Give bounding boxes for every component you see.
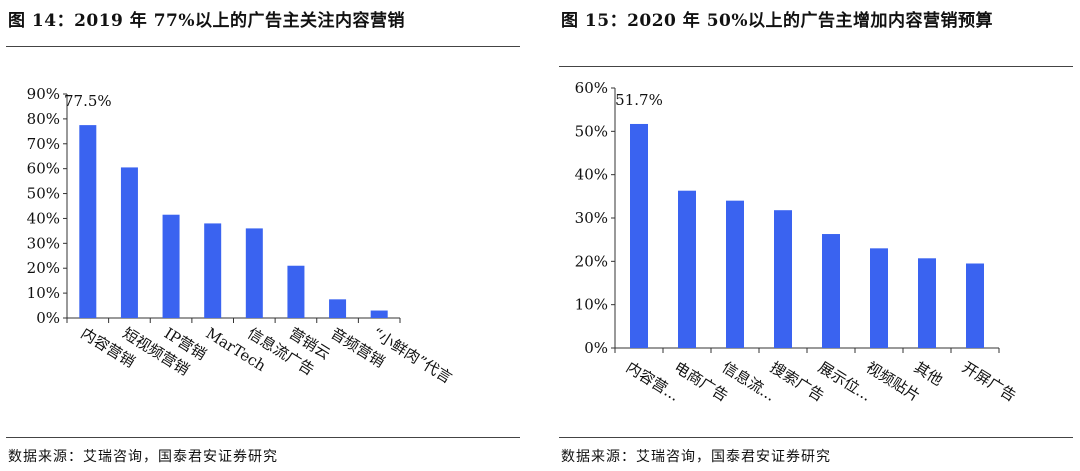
chart-source: 数据来源：艾瑞咨询，国泰君安证券研究: [561, 449, 831, 465]
title-divider: [6, 46, 520, 47]
x-tick-label: 内容营...: [623, 358, 683, 405]
y-tick-label: 20%: [575, 252, 608, 270]
data-label: 77.5%: [64, 92, 112, 110]
y-tick-label: 80%: [27, 110, 60, 128]
y-tick-label: 60%: [575, 79, 608, 97]
source-divider: [559, 437, 1073, 438]
x-tick-label: 信息流...: [719, 358, 779, 405]
y-tick-label: 10%: [27, 284, 60, 302]
bar: [966, 263, 984, 348]
bar: [162, 214, 180, 318]
bar: [120, 167, 138, 318]
bar: [370, 310, 388, 318]
y-tick-label: 90%: [27, 85, 60, 103]
x-tick-label: 展示位...: [815, 358, 875, 405]
bar-chart-1: 0%10%20%30%40%50%60%70%80%90% 77.5%内容营销短视…: [27, 85, 456, 387]
bar: [630, 123, 648, 348]
bar: [918, 258, 936, 348]
y-tick-label: 0%: [36, 309, 60, 327]
bar: [245, 228, 263, 318]
y-tick-label: 30%: [575, 209, 608, 227]
chart-panel-2: 图 15：2020 年 50%以上的广告主增加内容营销预算 0% 10% 20% 30…: [553, 0, 1080, 471]
x-tick-label: 搜索广告: [767, 358, 827, 405]
y-tick-label: 70%: [27, 135, 60, 153]
bar: [329, 299, 347, 318]
data-label: 51.7%: [615, 91, 663, 109]
bar: [726, 200, 744, 348]
chart-panel-1: 图 14：2019 年 77%以上的广告主关注内容营销 0% 10% 20% 30% 4…: [0, 0, 525, 471]
chart-title: 图 15：2020 年 50%以上的广告主增加内容营销预算: [561, 11, 994, 31]
y-tick-label: 50%: [27, 185, 60, 203]
y-tick-label: 40%: [27, 209, 60, 227]
source-divider: [6, 437, 520, 438]
y-tick-label: 0%: [584, 339, 608, 357]
y-tick-label: 40%: [575, 166, 608, 184]
x-tick-label: 开屏广告: [959, 358, 1019, 405]
y-tick-label: 20%: [27, 259, 60, 277]
bar: [822, 234, 840, 348]
y-tick-label: 50%: [575, 122, 608, 140]
x-tick-label: 视频贴片: [863, 358, 923, 405]
bar: [287, 265, 305, 318]
x-tick-label: 电商广告: [671, 358, 731, 405]
title-divider: [559, 66, 1073, 67]
y-tick-label: 60%: [27, 160, 60, 178]
y-tick-label: 30%: [27, 234, 60, 252]
bar: [79, 125, 97, 318]
bar: [870, 248, 888, 348]
chart-source: 数据来源：艾瑞咨询，国泰君安证券研究: [8, 449, 278, 465]
bar: [774, 210, 792, 348]
y-tick-label: 10%: [575, 296, 608, 314]
chart-title: 图 14：2019 年 77%以上的广告主关注内容营销: [8, 11, 406, 31]
bar: [678, 190, 696, 348]
bar-chart-2: 0% 10% 20% 30% 40% 50% 60% 51.7% 内容营...电商广告信息流..…: [575, 79, 1020, 405]
bar: [204, 223, 222, 318]
